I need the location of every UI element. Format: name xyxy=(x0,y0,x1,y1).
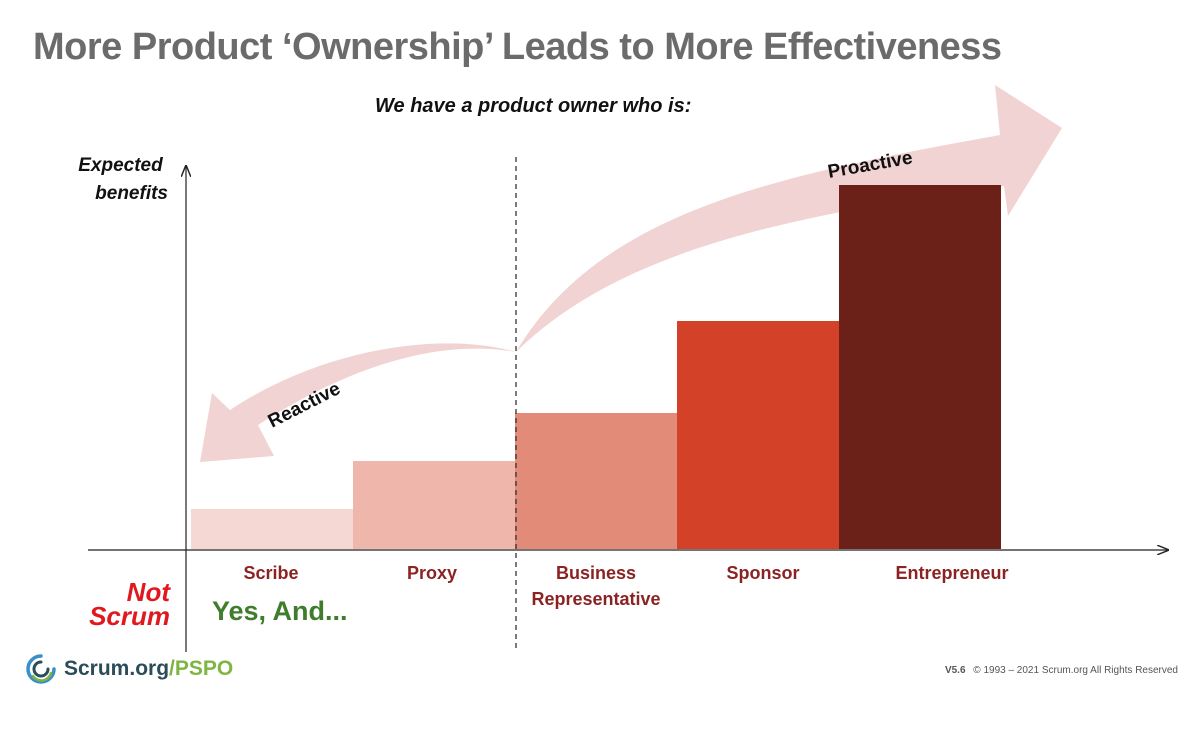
x-tick-label-entrepreneur: Entrepreneur xyxy=(895,563,1008,583)
not-scrum-line-1: Not xyxy=(126,577,170,607)
yes-and-label: Yes, And... xyxy=(212,596,348,626)
logo-main-text: Scrum.org xyxy=(64,657,170,680)
logo-text: Scrum.org/PSPO xyxy=(64,657,233,681)
bar-sponsor xyxy=(677,321,839,549)
not-scrum-label: Not Scrum xyxy=(78,577,170,631)
x-tick-label-line: Scribe xyxy=(243,563,298,583)
scrum-swirl-icon xyxy=(26,654,56,684)
copyright-text: © 1993 – 2021 Scrum.org All Rights Reser… xyxy=(973,665,1178,676)
page-title: More Product ‘Ownership’ Leads to More E… xyxy=(33,26,1002,68)
x-tick-label-proxy: Proxy xyxy=(407,563,457,583)
x-tick-label-scribe: Scribe xyxy=(243,563,298,583)
proactive-arrow xyxy=(516,85,1062,352)
bar-proxy xyxy=(353,461,515,549)
version-label: V5.6 xyxy=(944,665,966,676)
scrum-org-logo: Scrum.org/PSPO xyxy=(24,652,233,686)
y-axis-label: Expected benefits xyxy=(78,155,168,204)
bar-entrepreneur xyxy=(839,185,1001,549)
reactive-arrow xyxy=(200,343,516,462)
chart-subtitle: We have a product owner who is: xyxy=(375,95,692,117)
x-tick-label-line: Representative xyxy=(531,589,660,609)
x-tick-label-business-representative: Business Representative xyxy=(531,563,660,609)
x-tick-label-line: Sponsor xyxy=(726,563,799,583)
logo-suffix-text: /PSPO xyxy=(169,657,234,680)
x-tick-label-sponsor: Sponsor xyxy=(726,563,799,583)
bar-scribe xyxy=(191,509,353,549)
copyright-footer: V5.6 © 1993 – 2021 Scrum.org All Rights … xyxy=(945,665,1178,676)
x-tick-label-line: Business xyxy=(556,563,636,583)
not-scrum-line-2: Scrum xyxy=(89,601,170,631)
x-tick-label-line: Entrepreneur xyxy=(895,563,1008,583)
x-tick-label-line: Proxy xyxy=(407,563,457,583)
bar-business-representative xyxy=(515,413,677,549)
